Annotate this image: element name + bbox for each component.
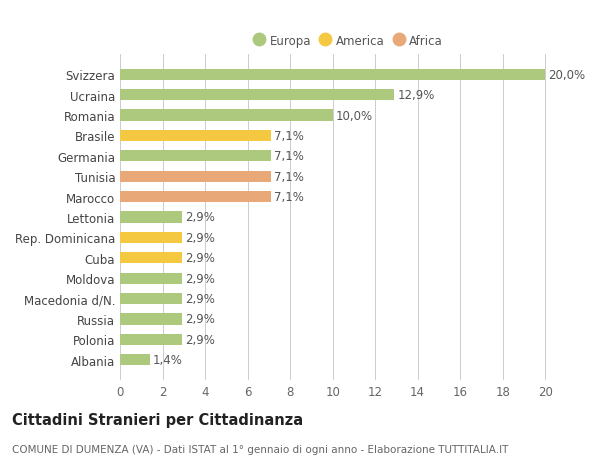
Bar [120, 273, 182, 284]
Text: 2,9%: 2,9% [185, 313, 215, 326]
Text: 2,9%: 2,9% [185, 252, 215, 265]
Bar [120, 232, 182, 243]
Text: 7,1%: 7,1% [274, 170, 304, 183]
Bar [120, 252, 182, 264]
Bar [120, 191, 271, 203]
Bar [120, 212, 182, 223]
Text: 7,1%: 7,1% [274, 150, 304, 163]
Bar [120, 334, 182, 345]
Text: 1,4%: 1,4% [153, 353, 183, 366]
Text: 10,0%: 10,0% [336, 109, 373, 122]
Bar [120, 151, 271, 162]
Legend: Europa, America, Africa: Europa, America, Africa [251, 31, 446, 51]
Bar [120, 110, 332, 121]
Text: 20,0%: 20,0% [548, 68, 586, 82]
Text: 2,9%: 2,9% [185, 292, 215, 305]
Text: 12,9%: 12,9% [397, 89, 435, 102]
Text: 2,9%: 2,9% [185, 231, 215, 244]
Text: 7,1%: 7,1% [274, 129, 304, 143]
Text: 2,9%: 2,9% [185, 272, 215, 285]
Bar [120, 171, 271, 182]
Text: 2,9%: 2,9% [185, 333, 215, 346]
Text: 7,1%: 7,1% [274, 190, 304, 204]
Text: COMUNE DI DUMENZA (VA) - Dati ISTAT al 1° gennaio di ogni anno - Elaborazione TU: COMUNE DI DUMENZA (VA) - Dati ISTAT al 1… [12, 444, 508, 454]
Text: Cittadini Stranieri per Cittadinanza: Cittadini Stranieri per Cittadinanza [12, 412, 303, 427]
Bar [120, 313, 182, 325]
Text: 2,9%: 2,9% [185, 211, 215, 224]
Bar [120, 354, 150, 365]
Bar [120, 130, 271, 142]
Bar [120, 69, 545, 81]
Bar [120, 90, 394, 101]
Bar [120, 293, 182, 304]
